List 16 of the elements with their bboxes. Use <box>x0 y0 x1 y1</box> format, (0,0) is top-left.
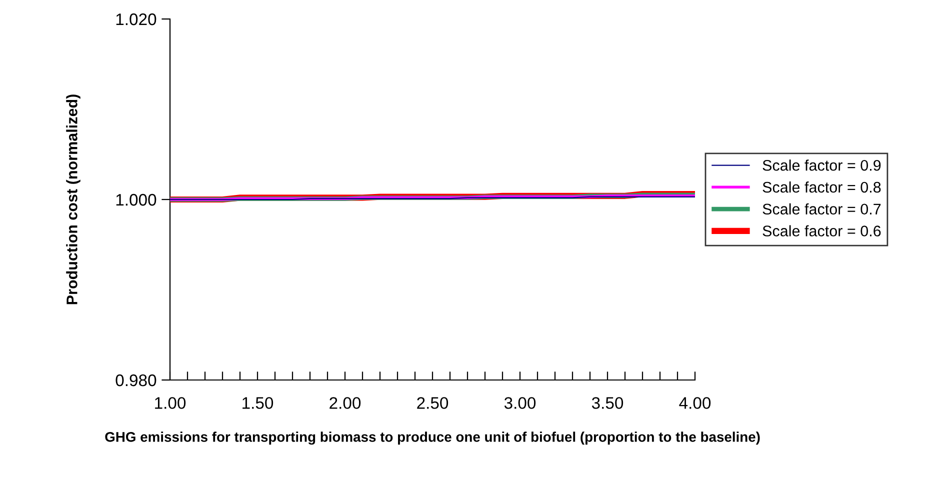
y-axis-title: Production cost (normalized) <box>66 94 80 304</box>
x-tick-label: 2.50 <box>417 397 448 409</box>
legend-label: Scale factor = 0.8 <box>762 181 881 193</box>
legend-label: Scale factor = 0.9 <box>762 160 881 171</box>
x-tick-label: 1.00 <box>155 397 186 409</box>
legend-label: Scale factor = 0.6 <box>762 225 881 236</box>
y-tick-label: 0.980 <box>116 374 156 386</box>
x-tick-label: 2.00 <box>330 397 361 409</box>
x-tick-label: 3.50 <box>592 397 624 409</box>
x-tick-label: 3.00 <box>504 397 536 409</box>
y-tick-label: 1.000 <box>116 194 156 206</box>
x-tick-label: 4.00 <box>679 397 711 409</box>
y-tick-label: 1.020 <box>116 13 156 26</box>
x-axis-title: GHG emissions for transporting biomass to produce one unit of biofuel (proportion to the baseline) <box>105 432 760 445</box>
x-tick-label: 1.50 <box>242 397 274 409</box>
legend-label: Scale factor = 0.7 <box>762 203 881 215</box>
